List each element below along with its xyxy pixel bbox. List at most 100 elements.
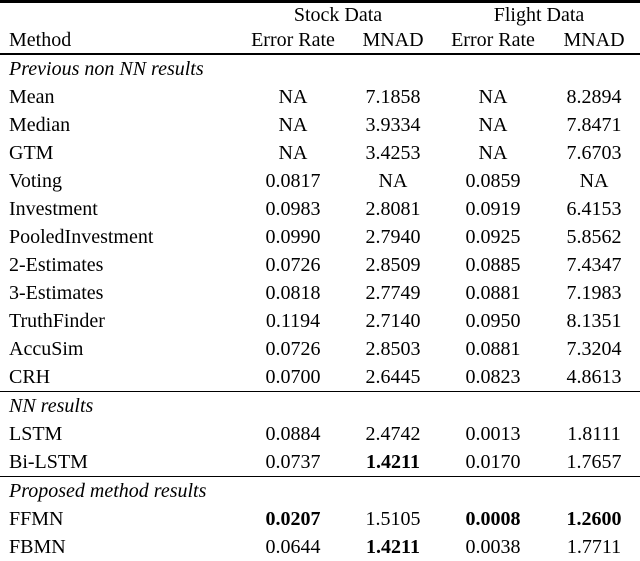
value-cell: 5.8562 — [566, 225, 622, 248]
value-cell: 3.4253 — [365, 141, 421, 164]
table-body: Previous non NN results Mean NA 7.1858 NA 8.2… — [0, 53, 640, 561]
value-cell: 8.1351 — [566, 309, 622, 332]
section-title-row: NN results — [0, 391, 640, 420]
value-cell: 0.0700 — [265, 365, 321, 388]
value-cell: 0.0038 — [465, 535, 521, 558]
column-header-flight-mnad: MNAD — [548, 27, 640, 55]
method-cell: 3-Estimates — [9, 281, 104, 304]
value-cell: NA — [579, 169, 609, 192]
value-cell: 0.0881 — [465, 337, 521, 360]
value-cell: 0.0013 — [465, 422, 521, 445]
method-cell: FBMN — [9, 535, 66, 558]
value-cell: 0.0170 — [465, 450, 521, 473]
value-cell: 0.0823 — [465, 365, 521, 388]
column-header-row: Method Error Rate MNAD Error Rate MNAD — [0, 27, 640, 55]
table-row: Bi-LSTM 0.0737 1.4211 0.0170 1.7657 — [0, 448, 640, 477]
value-cell: NA — [278, 113, 308, 136]
value-cell: 2.4742 — [365, 422, 421, 445]
value-cell: 2.6445 — [365, 365, 421, 388]
value-cell: 3.9334 — [365, 113, 421, 136]
section-title-row: Previous non NN results — [0, 53, 640, 83]
value-cell: 0.0983 — [265, 197, 321, 220]
value-cell: 8.2894 — [566, 85, 622, 108]
value-cell: 0.0008 — [465, 507, 521, 530]
value-cell: 0.0881 — [465, 281, 521, 304]
table-row: Voting 0.0817 NA 0.0859 NA — [0, 167, 640, 195]
method-cell: Voting — [9, 169, 62, 192]
table-row: Mean NA 7.1858 NA 8.2894 — [0, 83, 640, 111]
method-cell: Mean — [9, 85, 55, 108]
value-cell: 0.0726 — [265, 337, 321, 360]
value-cell: 0.0818 — [265, 281, 321, 304]
table-row: 2-Estimates 0.0726 2.8509 0.0885 7.4347 — [0, 251, 640, 279]
method-cell: GTM — [9, 141, 54, 164]
value-cell: 0.1194 — [265, 309, 321, 332]
table-row: 3-Estimates 0.0818 2.7749 0.0881 7.1983 — [0, 279, 640, 307]
value-cell: 1.5105 — [365, 507, 421, 530]
value-cell: NA — [478, 113, 508, 136]
value-cell: 1.4211 — [366, 535, 420, 558]
section-title: NN results — [0, 391, 640, 420]
value-cell: 1.8111 — [567, 422, 621, 445]
table-row: AccuSim 0.0726 2.8503 0.0881 7.3204 — [0, 335, 640, 363]
value-cell: 7.3204 — [566, 337, 622, 360]
value-cell: 0.0737 — [265, 450, 321, 473]
value-cell: 0.0817 — [265, 169, 321, 192]
value-cell: 0.0884 — [265, 422, 321, 445]
value-cell: 2.7940 — [365, 225, 421, 248]
section-title-row: Proposed method results — [0, 476, 640, 505]
value-cell: 1.4211 — [366, 450, 420, 473]
value-cell: 7.6703 — [566, 141, 622, 164]
value-cell: 1.7657 — [566, 450, 622, 473]
section-title: Proposed method results — [0, 476, 640, 505]
column-header-stock-error-rate: Error Rate — [238, 27, 348, 55]
value-cell: 2.8509 — [365, 253, 421, 276]
table-row: GTM NA 3.4253 NA 7.6703 — [0, 139, 640, 167]
column-header-flight-error-rate: Error Rate — [438, 27, 548, 55]
value-cell: 0.0919 — [465, 197, 521, 220]
method-cell: 2-Estimates — [9, 253, 104, 276]
method-cell: TruthFinder — [9, 309, 105, 332]
value-cell: 0.0950 — [465, 309, 521, 332]
value-cell: 6.4153 — [566, 197, 622, 220]
method-cell: LSTM — [9, 422, 63, 445]
value-cell: NA — [278, 141, 308, 164]
value-cell: 0.0207 — [265, 507, 321, 530]
value-cell: NA — [478, 141, 508, 164]
value-cell: 0.0925 — [465, 225, 521, 248]
value-cell: 0.0885 — [465, 253, 521, 276]
value-cell: 0.0644 — [265, 535, 321, 558]
table-row: PooledInvestment 0.0990 2.7940 0.0925 5.8562 — [0, 223, 640, 251]
value-cell: 1.2600 — [566, 507, 622, 530]
table-row: FFMN 0.0207 1.5105 0.0008 1.2600 — [0, 505, 640, 533]
table-row: FBMN 0.0644 1.4211 0.0038 1.7711 — [0, 533, 640, 561]
method-cell: CRH — [9, 365, 51, 388]
value-cell: NA — [378, 169, 408, 192]
value-cell: 7.1858 — [365, 85, 421, 108]
method-cell: PooledInvestment — [9, 225, 154, 248]
value-cell: 2.7749 — [365, 281, 421, 304]
group-header-flight-data: Flight Data — [493, 3, 585, 26]
table-row: Investment 0.0983 2.8081 0.0919 6.4153 — [0, 195, 640, 223]
value-cell: NA — [478, 85, 508, 108]
value-cell: 7.8471 — [566, 113, 622, 136]
value-cell: 2.8503 — [365, 337, 421, 360]
value-cell: 1.7711 — [566, 535, 622, 558]
column-header-stock-mnad: MNAD — [348, 27, 438, 55]
method-cell: Median — [9, 113, 71, 136]
value-cell: NA — [278, 85, 308, 108]
method-cell: AccuSim — [9, 337, 84, 360]
value-cell: 0.0859 — [465, 169, 521, 192]
value-cell: 7.1983 — [566, 281, 622, 304]
table-row: Median NA 3.9334 NA 7.8471 — [0, 111, 640, 139]
value-cell: 4.8613 — [566, 365, 622, 388]
group-header-stock-data: Stock Data — [293, 3, 383, 26]
table-row: LSTM 0.0884 2.4742 0.0013 1.8111 — [0, 420, 640, 448]
group-header-row: Stock Data Flight Data — [0, 2, 640, 28]
table-row: TruthFinder 0.1194 2.7140 0.0950 8.1351 — [0, 307, 640, 335]
value-cell: 0.0990 — [265, 225, 321, 248]
group-header-spacer — [0, 2, 238, 28]
method-cell: FFMN — [9, 507, 64, 530]
method-cell: Bi-LSTM — [9, 450, 88, 473]
